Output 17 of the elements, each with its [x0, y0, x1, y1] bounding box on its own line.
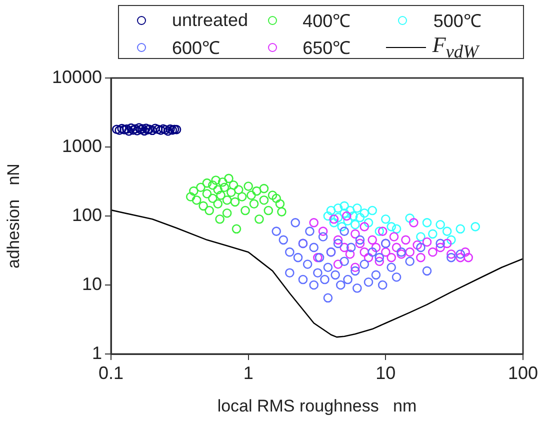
y-tick-label: 1000 — [62, 136, 102, 156]
y-tick-label: 10000 — [52, 66, 102, 87]
legend-label: F$_{vdW}$ — [432, 32, 478, 62]
legend-label: 400℃ — [302, 10, 351, 32]
legend-label: untreated — [172, 10, 248, 30]
legend-label: 600℃ — [172, 37, 220, 60]
x-tick-label: 10 — [376, 362, 396, 383]
y-axis-title: adhesion nN — [4, 164, 23, 268]
x-tick-label: 0.1 — [98, 362, 124, 383]
y-tick-label: 100 — [72, 204, 102, 225]
y-tick-label: 10 — [82, 274, 102, 294]
legend-label: 500℃ — [433, 10, 482, 32]
x-axis-title: local RMS roughness nm — [217, 396, 417, 416]
legend-label: 650℃ — [302, 37, 351, 60]
x-tick-label: 100 — [508, 362, 538, 383]
y-tick-label: 1 — [92, 342, 102, 363]
x-tick-label: 1 — [243, 362, 254, 383]
